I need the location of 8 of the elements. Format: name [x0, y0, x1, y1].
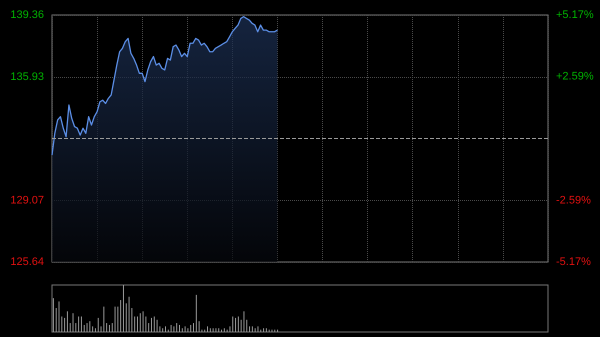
- y-tick-label: 129.07: [10, 194, 44, 206]
- y-tick-label: 125.64: [10, 256, 44, 268]
- y-tick-label: 135.93: [10, 70, 44, 83]
- y-tick-label: 139.36: [10, 9, 44, 21]
- y2-tick-label: -5.17%: [556, 256, 592, 268]
- y2-tick-label: +5.17%: [556, 9, 594, 21]
- y2-tick-label: +2.59%: [556, 70, 594, 83]
- y2-tick-label: -2.59%: [556, 194, 592, 206]
